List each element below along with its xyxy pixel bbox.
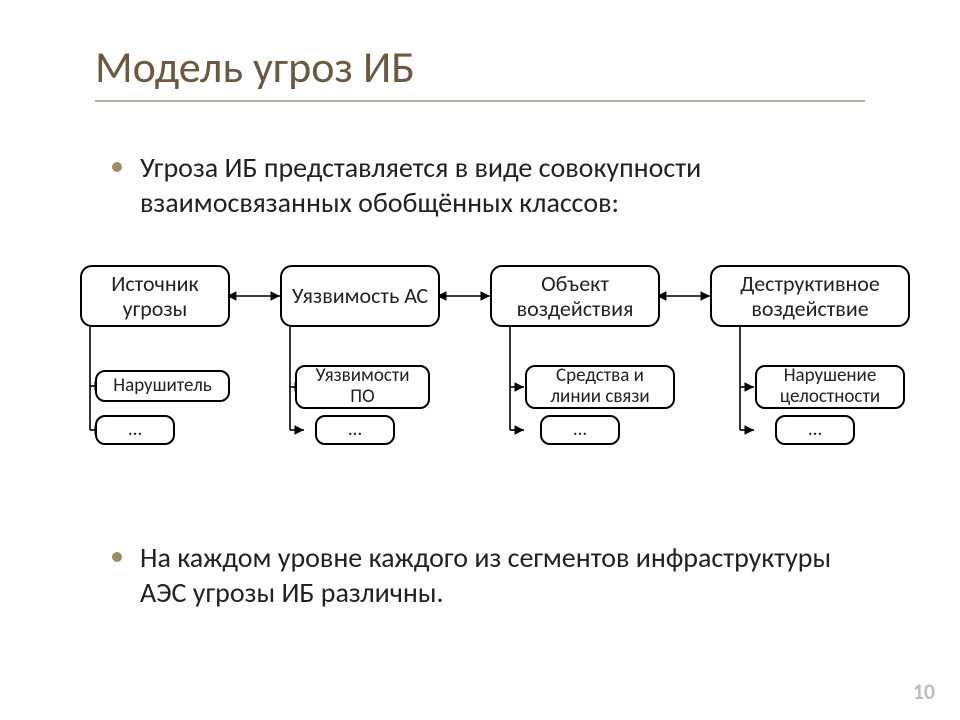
topbox-vul: Уязвимость АС bbox=[280, 265, 440, 327]
threat-model-diagram: Источник угрозы Уязвимость АС Объект возде… bbox=[70, 265, 890, 495]
slide: Модель угроз ИБ Угроза ИБ представляется… bbox=[0, 0, 960, 720]
bullet-2-text: На каждом уровне каждого из сегментов ин… bbox=[140, 540, 831, 610]
topbox-src: Источник угрозы bbox=[80, 265, 230, 327]
subbox-obj-5: … bbox=[540, 415, 620, 445]
bullet-dot-icon bbox=[112, 162, 122, 172]
bullet-dot-icon bbox=[112, 552, 122, 562]
subbox-vul-3: … bbox=[315, 415, 395, 445]
page-number: 10 bbox=[913, 678, 935, 705]
subbox-obj-4: Средства и линии связи bbox=[525, 365, 675, 409]
subbox-vul-2: Уязвимости ПО bbox=[295, 365, 430, 409]
title-underline bbox=[95, 100, 865, 102]
slide-title: Модель угроз ИБ bbox=[95, 40, 415, 94]
subbox-dest-7: … bbox=[775, 415, 855, 445]
subbox-src-1: … bbox=[95, 415, 175, 445]
bullet-2: На каждом уровне каждого из сегментов ин… bbox=[140, 540, 860, 610]
subbox-src-0: Нарушитель bbox=[95, 370, 230, 402]
bullet-1-text: Угроза ИБ представляется в виде совокупн… bbox=[140, 150, 701, 220]
subbox-dest-6: Нарушение целостности bbox=[755, 365, 905, 409]
topbox-obj: Объект воздействия bbox=[490, 265, 660, 327]
topbox-dest: Деструктивное воздействие bbox=[710, 265, 910, 327]
bullet-1: Угроза ИБ представляется в виде совокупн… bbox=[140, 150, 860, 220]
